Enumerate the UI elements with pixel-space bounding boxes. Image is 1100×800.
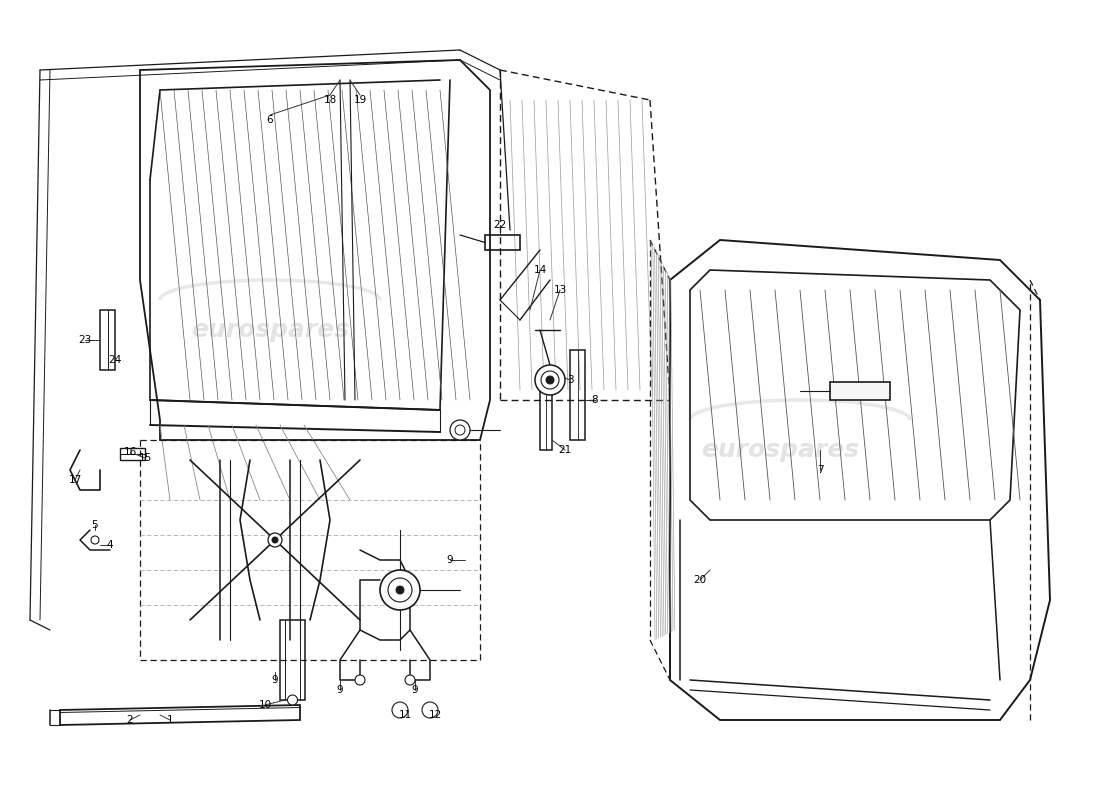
Circle shape <box>541 371 559 389</box>
Text: 3: 3 <box>566 375 573 385</box>
Text: 21: 21 <box>559 445 572 455</box>
Text: 9: 9 <box>447 555 453 565</box>
Text: 15: 15 <box>139 453 152 463</box>
Circle shape <box>287 695 297 705</box>
Text: 23: 23 <box>78 335 91 345</box>
Bar <box>485 235 520 250</box>
Circle shape <box>455 425 465 435</box>
Circle shape <box>535 365 565 395</box>
Text: eurospares: eurospares <box>701 438 859 462</box>
Circle shape <box>355 675 365 685</box>
Circle shape <box>546 376 554 384</box>
Text: 1: 1 <box>167 715 174 725</box>
Text: 12: 12 <box>428 710 441 720</box>
Text: 6: 6 <box>266 115 273 125</box>
Bar <box>830 382 890 400</box>
Circle shape <box>422 702 438 718</box>
Text: 4: 4 <box>107 540 113 550</box>
Circle shape <box>91 536 99 544</box>
Circle shape <box>450 420 470 440</box>
Circle shape <box>379 570 420 610</box>
Text: 24: 24 <box>109 355 122 365</box>
Bar <box>100 310 116 370</box>
Text: 13: 13 <box>553 285 566 295</box>
Text: 5: 5 <box>91 520 98 530</box>
Circle shape <box>272 537 278 543</box>
Text: 9: 9 <box>272 675 278 685</box>
Circle shape <box>388 578 412 602</box>
Circle shape <box>396 586 404 594</box>
Text: 19: 19 <box>353 95 366 105</box>
Circle shape <box>392 702 408 718</box>
Text: 11: 11 <box>398 710 411 720</box>
Text: 7: 7 <box>816 465 823 475</box>
Bar <box>570 350 585 440</box>
Text: 18: 18 <box>323 95 337 105</box>
Text: 14: 14 <box>534 265 547 275</box>
Text: 20: 20 <box>693 575 706 585</box>
Bar <box>280 620 305 700</box>
Text: 8: 8 <box>592 395 598 405</box>
Bar <box>540 370 552 450</box>
Text: 22: 22 <box>494 220 507 230</box>
Text: 17: 17 <box>68 475 81 485</box>
Circle shape <box>268 533 282 547</box>
Text: 16: 16 <box>123 447 136 457</box>
Bar <box>120 448 145 460</box>
Text: 2: 2 <box>126 715 133 725</box>
Text: eurospares: eurospares <box>191 318 349 342</box>
Text: 9: 9 <box>411 685 418 695</box>
Text: 10: 10 <box>258 700 272 710</box>
Circle shape <box>405 675 415 685</box>
Text: 9: 9 <box>337 685 343 695</box>
